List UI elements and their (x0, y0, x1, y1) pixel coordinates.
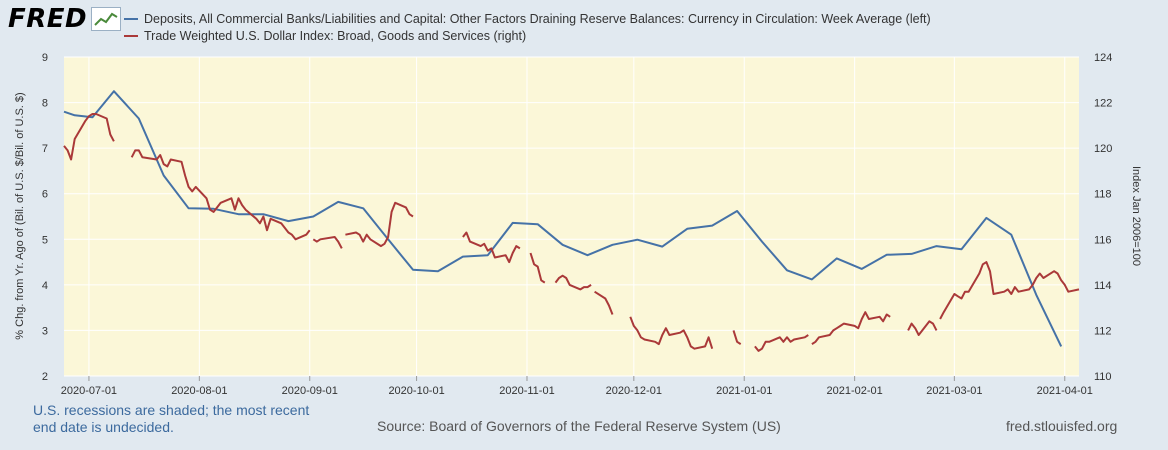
series-line-dollar-index (63, 113, 115, 161)
recession-note: U.S. recessions are shaded; the most rec… (33, 402, 310, 435)
series-line-dollar-index (811, 311, 891, 345)
x-tick-label: 2020-11-01 (499, 385, 554, 397)
x-axis-ticks: 2020-07-01 2020-08-01 2020-09-01 2020-10-01… (61, 376, 1093, 397)
site-link[interactable]: fred.stlouisfed.org (1006, 418, 1118, 434)
series-lines (63, 90, 1080, 352)
fred-logo[interactable]: FRED (8, 4, 122, 34)
left-tick-label: 4 (42, 280, 48, 292)
x-tick-label: 2021-02-01 (826, 385, 882, 397)
series-line-dollar-index (130, 149, 311, 241)
chart-trend-icon (91, 7, 122, 31)
right-tick-label: 114 (1094, 280, 1112, 292)
series-line-dollar-index (907, 320, 938, 336)
source-text: Source: Board of Governors of the Federa… (377, 418, 781, 434)
legend-swatch-dollar-index (124, 34, 138, 37)
left-axis-ticks: 2 3 4 5 6 7 8 9 (42, 52, 48, 383)
series-line-dollar-index (732, 330, 742, 345)
x-tick-label: 2020-10-01 (388, 385, 444, 397)
right-tick-label: 124 (1094, 52, 1112, 64)
right-axis-ticks: 110 112 114 116 118 120 122 124 (1094, 52, 1112, 383)
series-line-dollar-index (312, 236, 343, 249)
x-tick-label: 2020-12-01 (606, 385, 662, 397)
x-tick-label: 2020-07-01 (61, 385, 117, 397)
x-tick-label: 2021-01-01 (716, 385, 772, 397)
left-tick-label: 7 (42, 143, 48, 155)
right-tick-label: 110 (1094, 371, 1112, 383)
left-tick-label: 3 (42, 325, 48, 337)
left-tick-label: 9 (42, 52, 48, 64)
right-tick-label: 120 (1094, 143, 1112, 155)
left-tick-label: 6 (42, 189, 48, 201)
left-tick-label: 8 (42, 98, 48, 110)
series-line-dollar-index (754, 334, 809, 352)
legend-label-currency: Deposits, All Commercial Banks/Liabiliti… (144, 11, 931, 26)
chart-legend: Deposits, All Commercial Banks/Liabiliti… (124, 10, 931, 44)
series-line-dollar-index (594, 290, 614, 315)
series-line-dollar-index (939, 261, 1080, 320)
left-axis-title: % Chg. from Yr. Ago of (Bil. of U.S. $/B… (14, 92, 26, 339)
x-tick-label: 2021-04-01 (1037, 385, 1093, 397)
series-line-dollar-index (554, 274, 592, 291)
right-axis-title: Index Jan 2006=100 (1130, 166, 1142, 266)
left-tick-label: 5 (42, 234, 48, 246)
plot-background (64, 57, 1079, 376)
series-line-dollar-index (345, 201, 414, 248)
left-tick-label: 2 (42, 371, 48, 383)
chart-area: 2 3 4 5 6 7 8 9 110 112 114 116 118 120 122 124 2020-0… (14, 52, 1142, 397)
fred-logo-text: FRED (8, 4, 88, 34)
series-line-dollar-index (529, 252, 546, 284)
x-tick-label: 2020-08-01 (171, 385, 227, 397)
legend-label-dollar-index: Trade Weighted U.S. Dollar Index: Broad,… (144, 28, 527, 43)
legend-item-dollar-index: Trade Weighted U.S. Dollar Index: Broad,… (124, 27, 931, 44)
right-tick-label: 116 (1094, 234, 1112, 246)
x-tick-label: 2021-03-01 (926, 385, 982, 397)
x-tick-label: 2020-09-01 (282, 385, 338, 397)
right-tick-label: 118 (1094, 189, 1112, 201)
series-line-dollar-index (629, 316, 714, 350)
legend-item-currency: Deposits, All Commercial Banks/Liabiliti… (124, 10, 931, 27)
series-line-dollar-index (462, 231, 521, 264)
legend-swatch-currency (124, 17, 138, 20)
right-tick-label: 122 (1094, 98, 1112, 110)
right-tick-label: 112 (1094, 325, 1112, 337)
